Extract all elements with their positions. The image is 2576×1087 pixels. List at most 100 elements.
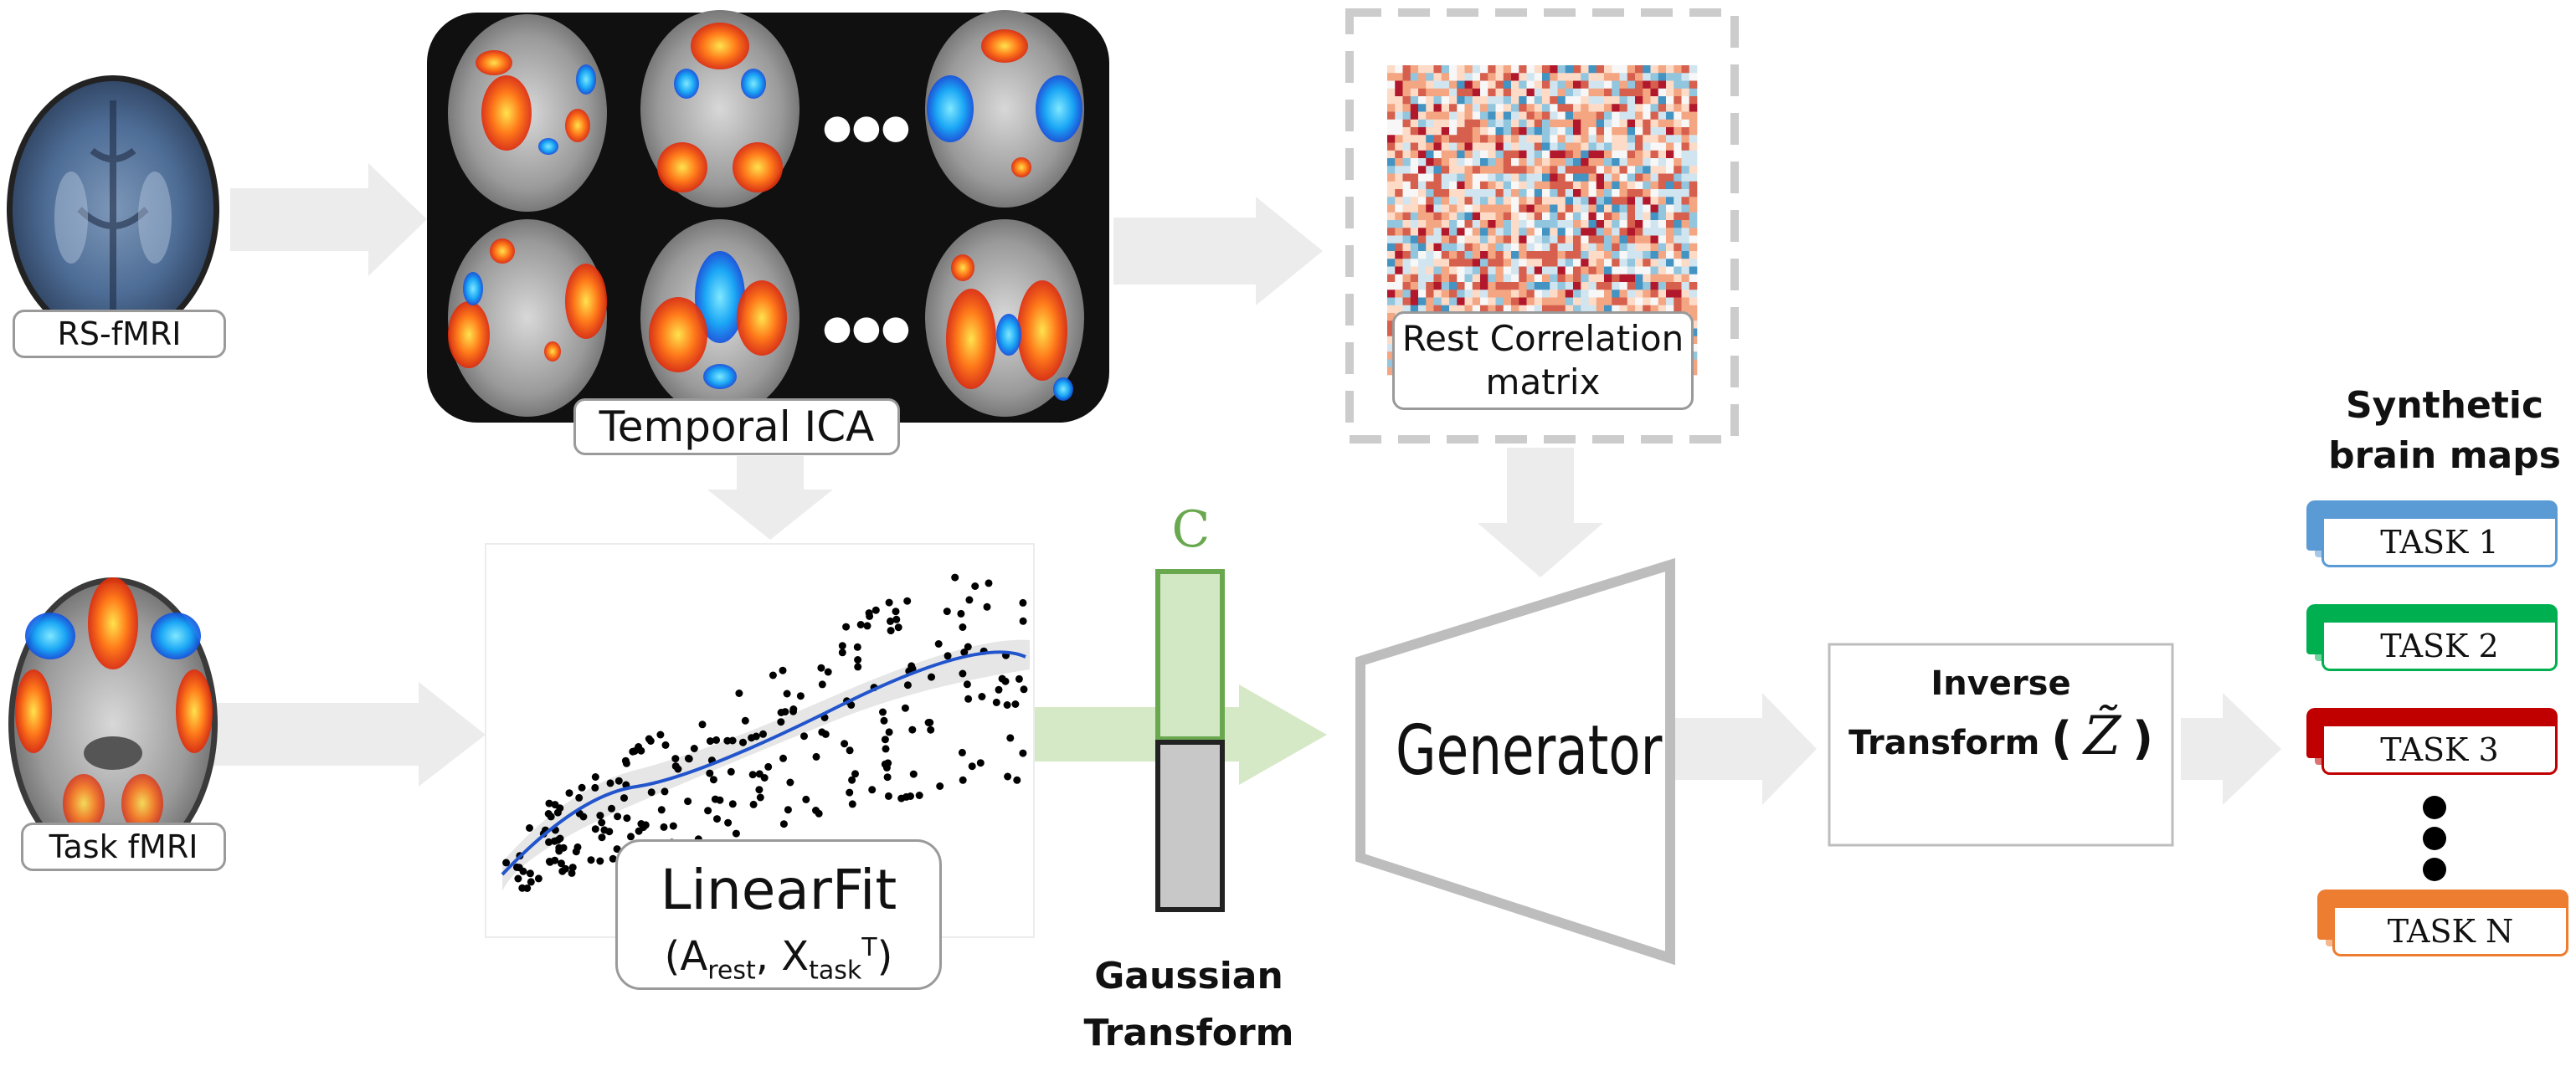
matrix-cell — [1519, 297, 1527, 306]
matrix-cell — [1480, 220, 1489, 228]
matrix-cell — [1604, 228, 1612, 236]
scatter-point — [565, 789, 573, 797]
scatter-point — [957, 609, 965, 618]
matrix-cell — [1464, 305, 1473, 314]
matrix-cell — [1503, 142, 1512, 151]
matrix-cell — [1550, 197, 1558, 205]
matrix-cell — [1604, 305, 1612, 314]
task-card-4[interactable]: TASK N — [2317, 890, 2568, 956]
matrix-cell — [1565, 181, 1574, 190]
matrix-cell — [1588, 305, 1597, 314]
scatter-point — [868, 786, 877, 794]
matrix-cell — [1410, 158, 1419, 167]
matrix-cell — [1635, 158, 1643, 167]
matrix-cell — [1627, 96, 1636, 105]
matrix-cell — [1557, 212, 1566, 221]
matrix-cell — [1627, 251, 1636, 259]
matrix-cell — [1441, 197, 1450, 205]
matrix-cell — [1526, 142, 1535, 151]
matrix-cell — [1557, 166, 1566, 174]
matrix-cell — [1426, 158, 1434, 167]
matrix-cell — [1526, 197, 1535, 205]
matrix-cell — [1488, 259, 1496, 267]
generator-block[interactable] — [1355, 557, 1675, 966]
matrix-cell — [1410, 243, 1419, 252]
matrix-cell — [1519, 80, 1527, 90]
matrix-cell — [1689, 282, 1698, 290]
matrix-cell — [1658, 119, 1667, 128]
task-card-2[interactable]: TASK 2 — [2306, 604, 2558, 671]
matrix-cell — [1674, 96, 1682, 105]
matrix-cell — [1689, 119, 1698, 128]
matrix-cell — [1643, 142, 1651, 151]
matrix-cell — [1387, 189, 1396, 197]
matrix-cell — [1643, 181, 1651, 190]
matrix-cell — [1503, 127, 1512, 136]
matrix-cell — [1619, 88, 1628, 97]
matrix-cell — [1681, 204, 1690, 213]
matrix-cell — [1395, 111, 1403, 120]
matrix-cell — [1681, 173, 1690, 182]
matrix-cell — [1433, 135, 1442, 143]
matrix-cell — [1643, 166, 1651, 174]
matrix-cell — [1643, 189, 1651, 197]
matrix-cell — [1441, 166, 1450, 174]
scatter-point — [657, 806, 666, 814]
matrix-cell — [1619, 96, 1628, 105]
matrix-cell — [1681, 243, 1690, 252]
matrix-cell — [1457, 228, 1465, 236]
matrix-cell — [1511, 212, 1519, 221]
matrix-cell — [1464, 181, 1473, 190]
scatter-point — [558, 867, 567, 875]
matrix-cell — [1534, 150, 1543, 159]
matrix-cell — [1650, 212, 1659, 221]
matrix-cell — [1635, 88, 1643, 97]
matrix-cell — [1395, 181, 1403, 190]
matrix-cell — [1387, 65, 1396, 74]
matrix-cell — [1689, 220, 1698, 228]
matrix-cell — [1627, 111, 1636, 120]
matrix-cell — [1612, 127, 1620, 136]
matrix-cell — [1596, 73, 1605, 81]
matrix-cell — [1441, 305, 1450, 314]
matrix-cell — [1689, 259, 1698, 267]
matrix-cell — [1681, 104, 1690, 112]
inverse-transform-box[interactable] — [1828, 643, 2174, 847]
rest-correlation-line1: Rest Correlation — [1401, 318, 1684, 359]
matrix-cell — [1526, 274, 1535, 283]
matrix-cell — [1402, 96, 1411, 105]
matrix-cell — [1480, 282, 1489, 290]
matrix-cell — [1472, 290, 1481, 298]
matrix-cell — [1689, 88, 1698, 97]
matrix-cell — [1565, 96, 1574, 105]
matrix-cell — [1650, 166, 1659, 174]
matrix-cell — [1627, 80, 1636, 90]
matrix-cell — [1674, 243, 1682, 252]
scatter-point — [684, 797, 692, 806]
matrix-cell — [1387, 290, 1396, 298]
matrix-cell — [1534, 127, 1543, 136]
scatter-point — [908, 662, 916, 670]
matrix-cell — [1588, 259, 1597, 267]
matrix-cell — [1550, 73, 1558, 81]
matrix-cell — [1495, 73, 1504, 81]
matrix-cell — [1534, 173, 1543, 182]
matrix-cell — [1565, 290, 1574, 298]
task-card-1[interactable]: TASK 1 — [2306, 500, 2558, 567]
matrix-cell — [1449, 96, 1458, 105]
matrix-cell — [1681, 212, 1690, 221]
matrix-cell — [1666, 197, 1674, 205]
matrix-cell — [1395, 142, 1403, 151]
matrix-cell — [1565, 189, 1574, 197]
matrix-cell — [1410, 305, 1419, 314]
matrix-cell — [1627, 73, 1636, 81]
matrix-cell — [1433, 305, 1442, 314]
formula-task: task — [809, 956, 862, 986]
task-card-3[interactable]: TASK 3 — [2306, 708, 2558, 775]
matrix-cell — [1681, 135, 1690, 143]
matrix-cell — [1526, 259, 1535, 267]
matrix-cell — [1635, 282, 1643, 290]
matrix-cell — [1395, 73, 1403, 81]
matrix-cell — [1449, 65, 1458, 74]
matrix-cell — [1550, 127, 1558, 136]
